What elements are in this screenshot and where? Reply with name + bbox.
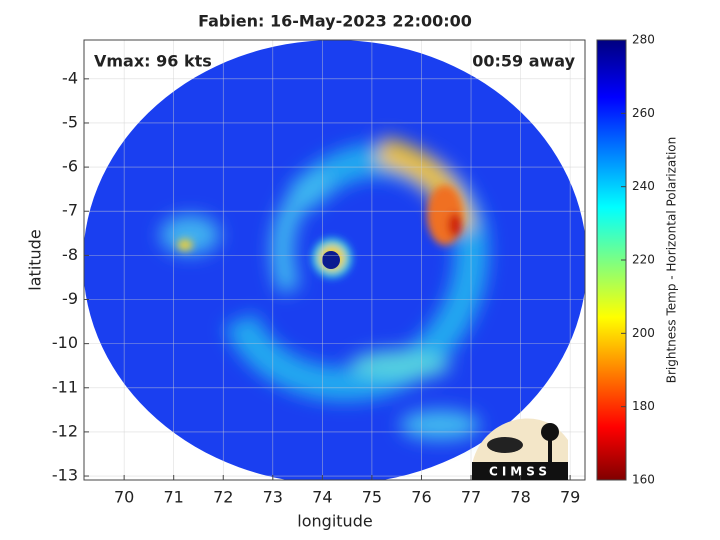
- satellite-image: [84, 40, 585, 480]
- x-tick-label: 78: [510, 488, 530, 507]
- colorbar-tick-label: 260: [632, 106, 655, 120]
- y-tick-label: -8: [62, 245, 78, 264]
- logo: CIMSS: [472, 418, 568, 480]
- colorbar-label: Brightness Temp - Horizontal Polarizatio…: [665, 137, 679, 384]
- title: Fabien: 16-May-2023 22:00:00: [198, 12, 472, 31]
- colorbar-tick-label: 240: [632, 179, 655, 193]
- y-tick-label: -7: [62, 201, 78, 220]
- x-tick-label: 71: [164, 488, 184, 507]
- vmax-label: Vmax: 96 kts: [94, 52, 212, 71]
- x-tick-label: 74: [312, 488, 332, 507]
- y-tick-label: -5: [62, 112, 78, 131]
- y-tick-label: -11: [52, 377, 78, 396]
- x-tick-label: 72: [213, 488, 233, 507]
- y-tick-label: -4: [62, 68, 78, 87]
- grid: [84, 40, 585, 480]
- x-tick-label: 75: [362, 488, 382, 507]
- y-tick-label: -6: [62, 157, 78, 176]
- logo-text: CIMSS: [489, 465, 551, 479]
- y-tick-label: -12: [52, 421, 78, 440]
- x-axis-label: longitude: [297, 512, 372, 531]
- colorbar-tick-label: 220: [632, 253, 655, 267]
- x-tick-label: 76: [411, 488, 431, 507]
- y-tick-label: -9: [62, 289, 78, 308]
- x-tick-label: 79: [560, 488, 580, 507]
- x-tick-label: 77: [461, 488, 481, 507]
- y-tick-label: -10: [52, 333, 78, 352]
- y-tick-label: -13: [52, 466, 78, 485]
- colorbar-tick-label: 200: [632, 326, 655, 340]
- time-away-label: 00:59 away: [472, 52, 575, 71]
- y-axis-label: latitude: [26, 229, 45, 290]
- colorbar-tick-label: 160: [632, 473, 655, 487]
- x-tick-label: 73: [263, 488, 283, 507]
- colorbar-tick-label: 280: [632, 33, 655, 47]
- plot-frame: [83, 39, 586, 481]
- colorbar-tick-label: 180: [632, 399, 655, 413]
- x-tick-label: 70: [114, 488, 134, 507]
